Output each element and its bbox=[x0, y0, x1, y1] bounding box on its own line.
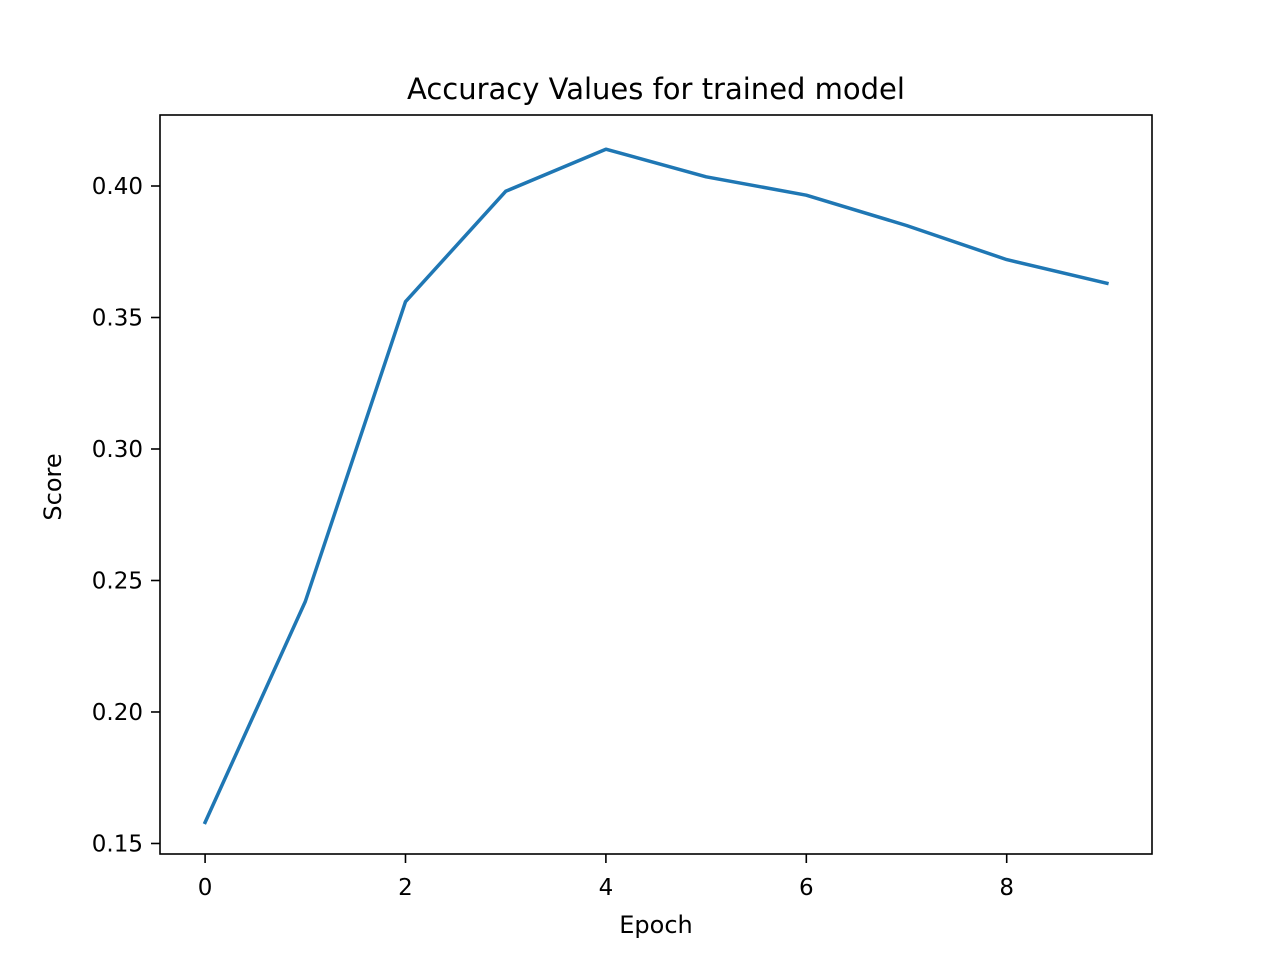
axes-frame bbox=[159, 114, 1153, 855]
y-axis-label: Score bbox=[39, 453, 67, 520]
y-tick-label: 0.30 bbox=[92, 437, 143, 463]
y-tick-label: 0.15 bbox=[92, 831, 143, 857]
x-tick-label: 8 bbox=[999, 875, 1014, 901]
x-tick-label: 6 bbox=[799, 875, 814, 901]
x-axis-ticks: 0 2 4 6 8 bbox=[198, 854, 1014, 901]
x-tick-label: 2 bbox=[398, 875, 413, 901]
plot-area bbox=[159, 114, 1153, 855]
y-tick-label: 0.40 bbox=[92, 174, 143, 200]
y-tick-label: 0.20 bbox=[92, 700, 143, 726]
series-line bbox=[202, 147, 1110, 825]
y-tick-label: 0.25 bbox=[92, 568, 143, 594]
x-axis-label: Epoch bbox=[619, 911, 693, 939]
x-tick-label: 0 bbox=[198, 875, 213, 901]
x-tick-label: 4 bbox=[599, 875, 614, 901]
y-tick-label: 0.35 bbox=[92, 306, 143, 332]
chart-title: Accuracy Values for trained model bbox=[407, 72, 905, 106]
y-axis-ticks: 0.15 0.20 0.25 0.30 0.35 0.40 bbox=[92, 174, 160, 857]
axes-background bbox=[160, 115, 1152, 854]
